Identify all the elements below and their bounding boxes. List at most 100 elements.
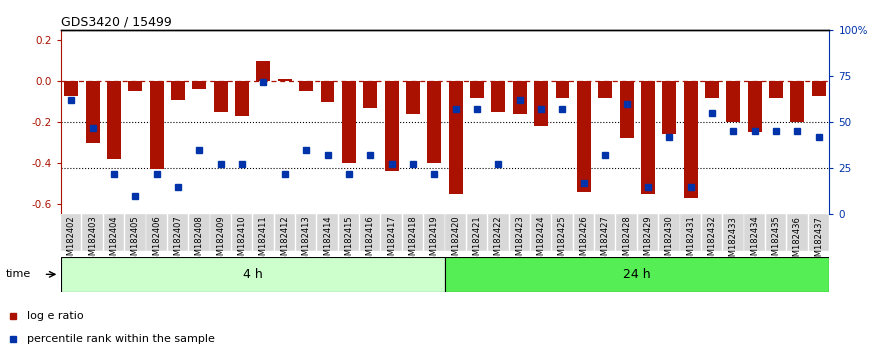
Bar [470, 81, 484, 98]
Bar [402, 214, 424, 251]
Text: GSM182414: GSM182414 [323, 216, 332, 266]
Text: GSM182430: GSM182430 [665, 216, 674, 267]
Text: GSM182407: GSM182407 [174, 216, 182, 267]
Bar [573, 214, 595, 251]
Bar [808, 214, 829, 251]
Text: GDS3420 / 15499: GDS3420 / 15499 [61, 16, 171, 29]
Bar [769, 81, 783, 98]
Text: GSM182419: GSM182419 [430, 216, 439, 266]
Bar [427, 81, 441, 163]
Bar [726, 81, 740, 122]
Bar [790, 81, 805, 122]
Bar [274, 214, 295, 251]
Bar [61, 214, 82, 251]
Bar [513, 81, 527, 114]
Text: GSM182433: GSM182433 [729, 216, 738, 267]
Text: GSM182409: GSM182409 [216, 216, 225, 266]
Bar [384, 81, 399, 171]
Bar [641, 81, 655, 194]
Bar [214, 81, 228, 112]
Bar [64, 81, 78, 96]
Bar [103, 214, 125, 251]
Bar [128, 81, 142, 91]
Bar [598, 81, 612, 98]
Bar [107, 81, 121, 159]
Bar [235, 81, 249, 116]
Text: GSM182436: GSM182436 [793, 216, 802, 267]
Text: GSM182434: GSM182434 [750, 216, 759, 267]
Bar [424, 214, 445, 251]
Bar [509, 214, 530, 251]
Text: GSM182402: GSM182402 [67, 216, 76, 266]
Text: GSM182411: GSM182411 [259, 216, 268, 266]
Bar [295, 214, 317, 251]
Bar [595, 214, 616, 251]
Bar [231, 214, 253, 251]
Text: GSM182420: GSM182420 [451, 216, 460, 266]
Text: GSM182416: GSM182416 [366, 216, 375, 267]
Bar [530, 214, 552, 251]
Text: GSM182418: GSM182418 [409, 216, 417, 267]
Bar [342, 81, 356, 163]
Text: GSM182432: GSM182432 [708, 216, 716, 267]
Bar [466, 214, 488, 251]
Bar [449, 81, 463, 194]
Bar [662, 81, 676, 135]
Bar [167, 214, 189, 251]
Bar [616, 214, 637, 251]
Bar [253, 214, 274, 251]
Text: GSM182431: GSM182431 [686, 216, 695, 267]
Bar [363, 81, 377, 108]
Bar [360, 214, 381, 251]
Bar [723, 214, 744, 251]
Text: GSM182404: GSM182404 [109, 216, 118, 266]
Text: percentile rank within the sample: percentile rank within the sample [27, 334, 214, 344]
Bar [150, 81, 164, 169]
Text: GSM182405: GSM182405 [131, 216, 140, 266]
Bar [146, 214, 167, 251]
Bar [744, 214, 765, 251]
Bar [256, 61, 271, 81]
Text: GSM182412: GSM182412 [280, 216, 289, 266]
Text: GSM182417: GSM182417 [387, 216, 396, 267]
Bar [299, 81, 313, 91]
Bar [705, 81, 719, 98]
Bar [491, 81, 506, 112]
Text: GSM182413: GSM182413 [302, 216, 311, 267]
Text: 24 h: 24 h [623, 268, 651, 281]
Text: GSM182423: GSM182423 [515, 216, 524, 267]
Bar [171, 81, 185, 99]
Bar [338, 214, 360, 251]
Bar [189, 214, 210, 251]
Text: 4 h: 4 h [243, 268, 263, 281]
Text: GSM182422: GSM182422 [494, 216, 503, 266]
Bar [82, 214, 103, 251]
Text: GSM182410: GSM182410 [238, 216, 247, 266]
Bar [210, 214, 231, 251]
Bar [445, 214, 466, 251]
Bar [317, 214, 338, 251]
Bar [659, 214, 680, 251]
Text: GSM182424: GSM182424 [537, 216, 546, 266]
Bar [701, 214, 723, 251]
Text: GSM182429: GSM182429 [643, 216, 652, 266]
Text: GSM182428: GSM182428 [622, 216, 631, 267]
Text: GSM182427: GSM182427 [601, 216, 610, 267]
Bar [812, 81, 826, 96]
Text: GSM182426: GSM182426 [579, 216, 588, 267]
Text: GSM182425: GSM182425 [558, 216, 567, 266]
Text: GSM182408: GSM182408 [195, 216, 204, 267]
Bar [680, 214, 701, 251]
Text: GSM182437: GSM182437 [814, 216, 823, 267]
Bar [406, 81, 420, 114]
Text: GSM182421: GSM182421 [473, 216, 481, 266]
Bar [765, 214, 787, 251]
Text: log e ratio: log e ratio [27, 311, 84, 321]
Bar [619, 81, 634, 138]
Text: GSM182415: GSM182415 [344, 216, 353, 266]
Bar [552, 214, 573, 251]
Bar [125, 214, 146, 251]
Bar [748, 81, 762, 132]
Bar [192, 81, 206, 90]
Bar [488, 214, 509, 251]
